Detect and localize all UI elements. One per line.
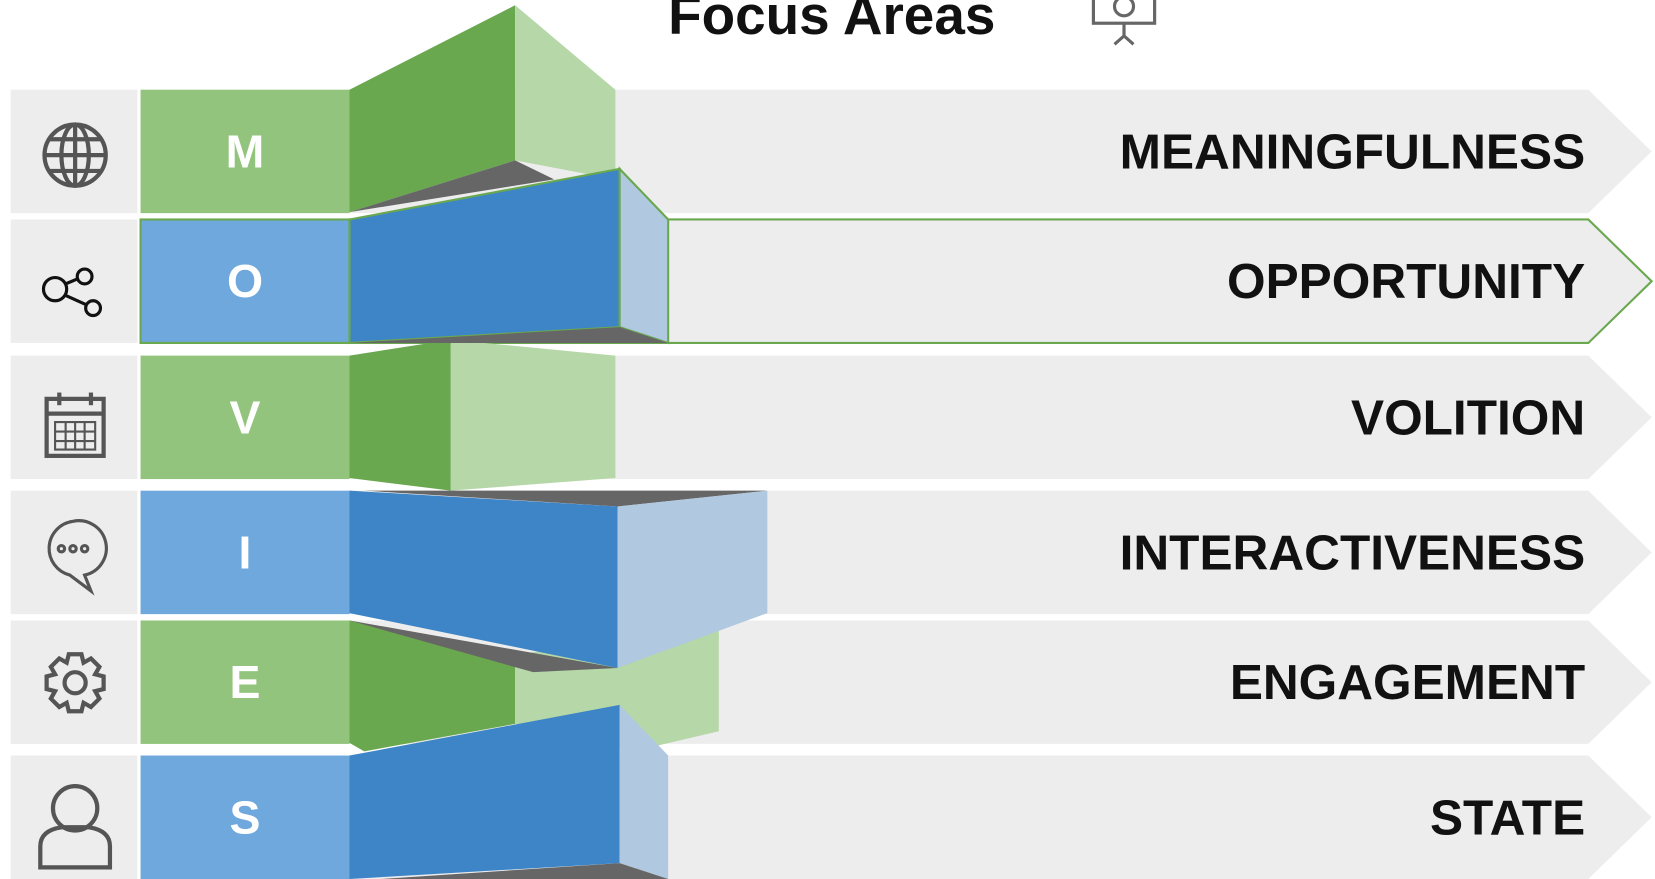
- letter: E: [230, 656, 261, 708]
- presentation-icon: [1093, 0, 1154, 44]
- row-label: INTERACTIVENESS: [1120, 524, 1586, 580]
- letter: V: [230, 391, 261, 443]
- row-label: ENGAGEMENT: [1230, 654, 1585, 710]
- row-label: STATE: [1430, 789, 1585, 845]
- row-label: MEANINGFULNESS: [1120, 123, 1586, 179]
- row-label: OPPORTUNITY: [1227, 253, 1585, 309]
- icon-box: [11, 756, 138, 879]
- page: {"title": "Focus Areas", "rows": [ {"let…: [0, 0, 1655, 879]
- letter: O: [227, 255, 263, 307]
- block-face: [349, 340, 450, 491]
- block-side: [451, 340, 616, 491]
- title: Focus Areas: [668, 0, 995, 46]
- letter: M: [226, 125, 265, 177]
- icon-box: [11, 356, 138, 479]
- letter: I: [239, 526, 252, 578]
- letter: S: [230, 791, 261, 843]
- globe-icon: [45, 125, 106, 186]
- block-side: [515, 5, 615, 179]
- rows: M MEANINGFULNESS O OPPORTUNITY V VOLITION I INT…: [11, 90, 1652, 879]
- diagram: Focus Areas M MEANINGFULNESS O OPPORTUNITY V…: [0, 0, 1655, 879]
- icon-box: [11, 620, 138, 743]
- row-label: VOLITION: [1351, 389, 1585, 445]
